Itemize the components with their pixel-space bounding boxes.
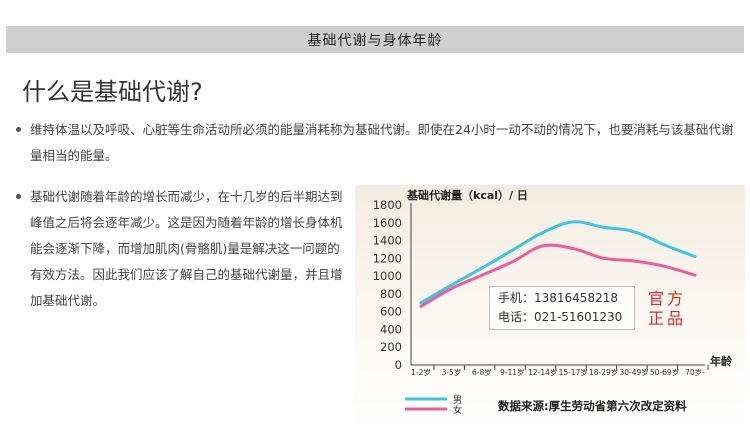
- y-tick-label: 400: [380, 322, 402, 336]
- bullet-icon: [16, 194, 21, 199]
- x-tick-label: 12-14岁: [528, 367, 557, 377]
- legend: 男女: [405, 395, 462, 416]
- header-bar: 基础代谢与身体年龄: [6, 26, 744, 53]
- series-line-female: [419, 243, 697, 308]
- header-title: 基础代谢与身体年龄: [307, 32, 443, 49]
- chart-title: 基础代谢量（kcal）/ 日: [406, 188, 528, 202]
- y-tick-label: 200: [380, 340, 402, 354]
- paragraph-1-text: 维持体温以及呼吸、心脏等生命活动所必须的能量消耗称为基础代谢。即使在24小时一动…: [30, 122, 734, 163]
- tel-text: 电话：021-51601230: [498, 310, 623, 324]
- paragraph-2-text: 基础代谢随着年龄的增长而减少，在十几岁的后半期达到峰值之后将会逐年减少。这是因为…: [30, 189, 343, 308]
- y-tick-label: 1800: [373, 198, 402, 212]
- metabolism-chart: 基础代谢量（kcal）/ 日 0 200 400 600 800 1000 1200 1400…: [373, 188, 733, 416]
- y-tick-label: 1000: [373, 269, 402, 283]
- official-seal: 官方 正品: [648, 289, 686, 329]
- x-tick-label: 70岁-: [685, 367, 705, 377]
- x-axis: 1-2岁 3-5岁 6-8岁 9-11岁 12-14岁 15-17岁 18-29岁 30-49…: [411, 364, 709, 377]
- x-tick-label: 3-5岁: [442, 367, 462, 377]
- section-title: 什么是基础代谢?: [22, 78, 203, 106]
- bullet-icon: [16, 127, 21, 132]
- seal-line-2: 正品: [648, 309, 687, 328]
- legend-label: 男: [453, 395, 462, 406]
- series-line-male: [419, 220, 697, 305]
- y-axis: 0 200 400 600 800 1000 1200 1400 1600 1800: [373, 198, 412, 372]
- x-tick-label: 1-2岁: [411, 367, 431, 377]
- source-note: 数据来源:厚生劳动省第六次改定资料: [498, 399, 687, 413]
- x-tick-label: 9-11岁: [500, 367, 525, 377]
- y-tick-label: 1600: [373, 216, 402, 230]
- y-tick-label: 1200: [373, 251, 402, 265]
- y-tick-label: 600: [380, 305, 402, 319]
- phone-text: 手机：13816458218: [498, 291, 618, 305]
- paragraph-1: 维持体温以及呼吸、心脏等生命活动所必须的能量消耗称为基础代谢。即使在24小时一动…: [16, 117, 740, 169]
- x-axis-label: 年龄: [710, 354, 733, 368]
- x-tick-label: 6-8岁: [472, 367, 492, 377]
- contact-watermark: 手机：13816458218 电话：021-51601230: [489, 286, 635, 330]
- seal-line-1: 官方: [648, 289, 687, 308]
- x-tick-label: 15-17岁: [559, 367, 588, 377]
- y-tick-label: 0: [395, 358, 402, 372]
- x-tick-label: 50-69岁: [650, 367, 679, 377]
- y-tick-label: 800: [380, 287, 402, 301]
- x-tick-label: 18-29岁: [589, 367, 618, 377]
- x-tick-label: 30-49岁: [619, 367, 648, 377]
- legend-label: 女: [453, 404, 462, 416]
- y-tick-label: 1400: [373, 234, 402, 248]
- series-lines: [419, 220, 697, 308]
- paragraph-2: 基础代谢随着年龄的增长而减少，在十几岁的后半期达到峰值之后将会逐年减少。这是因为…: [16, 184, 350, 314]
